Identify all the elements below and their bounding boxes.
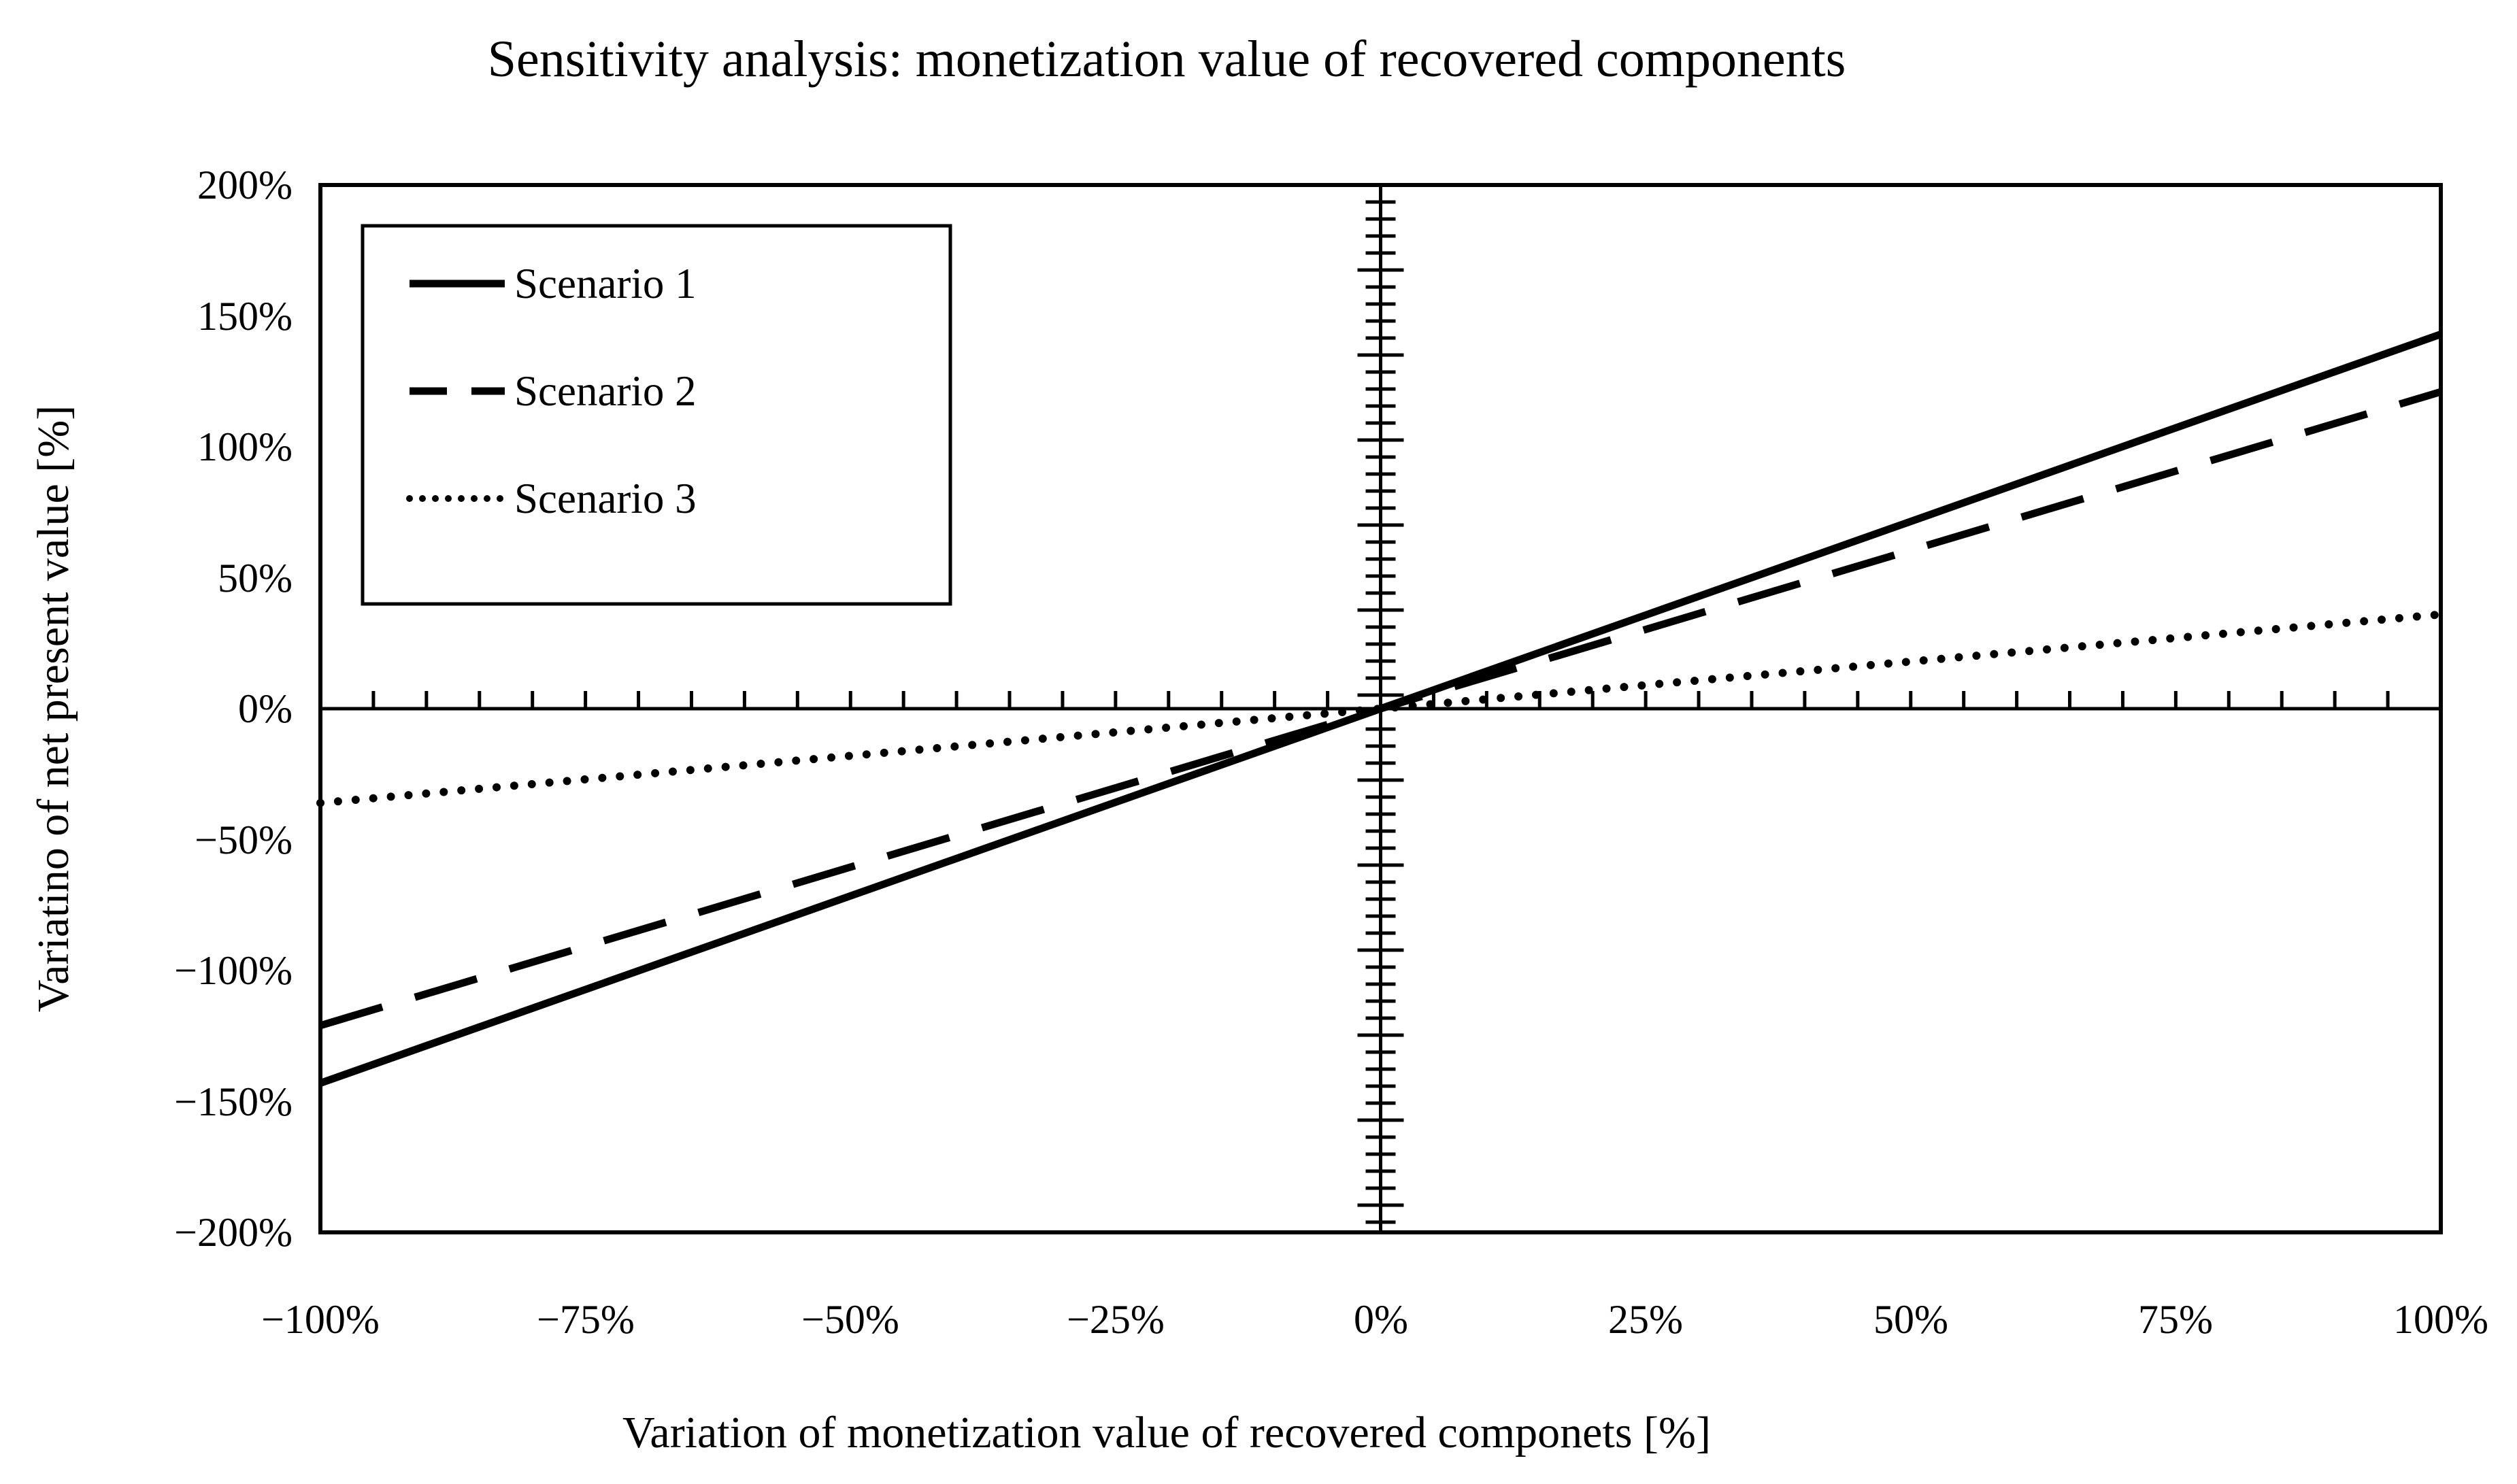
- y-tick-label: 100%: [197, 424, 293, 469]
- y-axis-minor-ticks: [1357, 200, 1404, 1224]
- legend-box: [361, 224, 952, 606]
- y-tick-label: −100%: [174, 948, 293, 993]
- x-tick-label: −75%: [537, 1297, 635, 1342]
- legend-item-scenario-3: Scenario 3: [406, 475, 697, 522]
- x-tick-label: 50%: [1873, 1297, 1948, 1342]
- x-tick-label: 100%: [2393, 1297, 2488, 1342]
- x-tick-label: −100%: [261, 1297, 380, 1342]
- y-tick-labels: 200% 150% 100% 50% 0% −50% −100% −150% −…: [174, 163, 293, 1255]
- legend-item-scenario-2: Scenario 2: [410, 367, 697, 415]
- y-tick-label: −50%: [195, 817, 293, 862]
- y-tick-label: 150%: [197, 294, 293, 339]
- y-axis-title: Variatino of net present value [%]: [29, 405, 78, 1012]
- legend: Scenario 1 Scenario 2 Scenario 3: [361, 224, 952, 606]
- chart-title: Sensitivity analysis: monetization value…: [488, 31, 1846, 88]
- y-tick-label: 50%: [218, 556, 293, 601]
- y-tick-label: 200%: [197, 163, 293, 207]
- series-line-scenario-3: [316, 610, 2445, 807]
- x-tick-label: −50%: [801, 1297, 899, 1342]
- x-axis-minor-ticks: [371, 691, 2390, 709]
- legend-label: Scenario 1: [514, 260, 697, 307]
- x-tick-labels: −100% −75% −50% −25% 0% 25% 50% 75% 100%: [261, 1297, 2488, 1342]
- x-tick-label: 25%: [1608, 1297, 1683, 1342]
- x-tick-label: −25%: [1067, 1297, 1165, 1342]
- y-tick-label: −200%: [174, 1210, 293, 1255]
- y-tick-label: 0%: [238, 686, 293, 731]
- legend-item-scenario-1: Scenario 1: [410, 260, 697, 307]
- legend-label: Scenario 3: [514, 475, 697, 522]
- x-tick-label: 0%: [1354, 1297, 1408, 1342]
- x-tick-label: 75%: [2138, 1297, 2213, 1342]
- legend-label: Scenario 2: [514, 367, 697, 415]
- y-tick-label: −150%: [174, 1079, 293, 1124]
- x-axis-title: Variation of monetization value of recov…: [622, 1408, 1711, 1457]
- series-lines: [316, 331, 2445, 1087]
